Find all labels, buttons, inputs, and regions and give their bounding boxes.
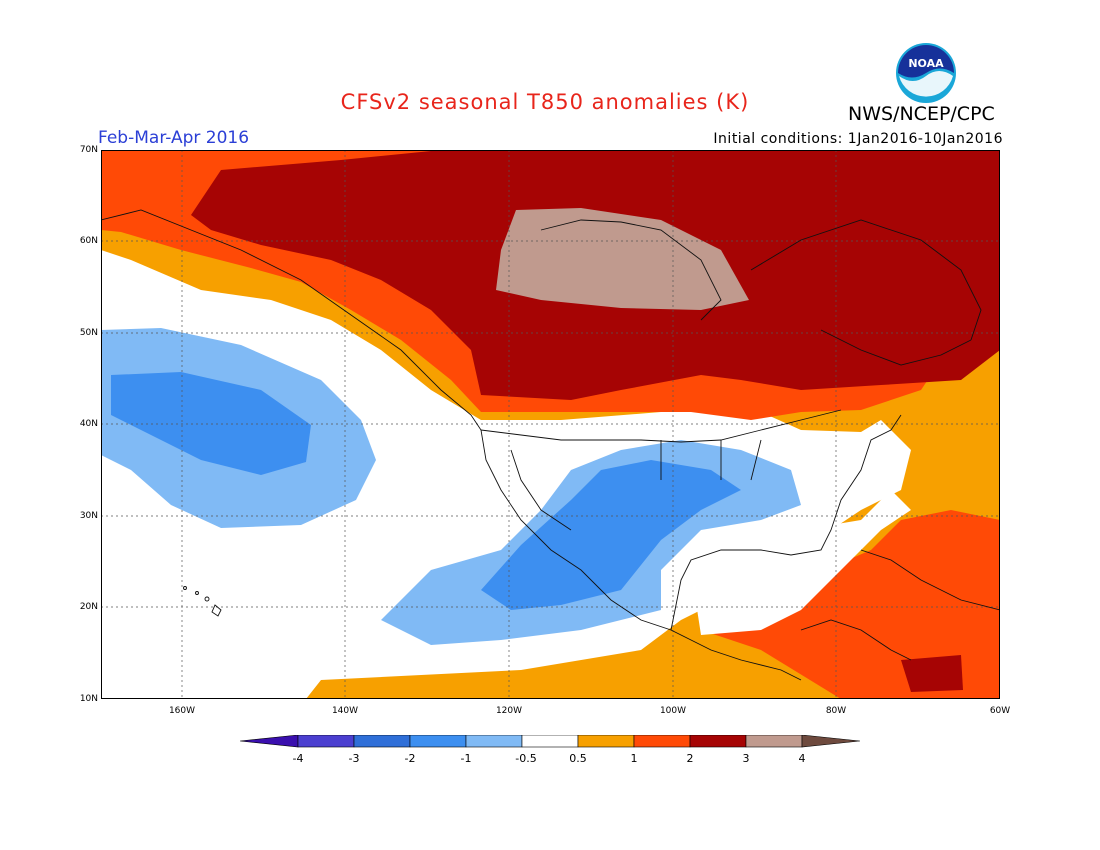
colorbar-label-pos2: 2 [686, 752, 694, 765]
colorbar-seg-pos3 [745, 734, 803, 748]
agency-label: NWS/NCEP/CPC [848, 103, 995, 125]
anomaly-map [101, 150, 1000, 699]
lon-label-140w: 140W [331, 706, 359, 716]
colorbar-label-neg05: -0.5 [515, 752, 537, 765]
colorbar-max-arrow [801, 734, 861, 748]
colorbar-seg-pos1 [633, 734, 691, 748]
map-gridlines [101, 150, 1000, 699]
colorbar-label-pos3: 3 [742, 752, 750, 765]
lat-label-60: 60N [79, 236, 98, 246]
colorbar-label-neg2: -2 [404, 752, 416, 765]
lon-label-120w: 120W [495, 706, 523, 716]
coastlines [101, 209, 1000, 681]
lat-label-50: 50N [79, 328, 98, 338]
colorbar-label-neg4: -4 [292, 752, 304, 765]
neutral-gulf [691, 490, 911, 635]
cool-region-1-pacific [111, 372, 311, 475]
colorbar-seg-neg2 [353, 734, 411, 748]
colorbar-seg-neg1 [409, 734, 467, 748]
cool-region-1-mexico [481, 460, 741, 610]
warm-region-1-south [701, 510, 1000, 699]
warm-region-2-south [901, 655, 963, 692]
forecast-period: Feb-Mar-Apr 2016 [98, 128, 250, 148]
colorbar-label-neg1: -1 [460, 752, 472, 765]
colorbar-seg-pos05 [577, 734, 635, 748]
warm-region-3 [496, 208, 749, 310]
map-border [101, 150, 1000, 699]
chart-title: CFSv2 seasonal T850 anomalies (K) [340, 90, 750, 114]
lat-label-30: 30N [79, 511, 98, 521]
colorbar-seg-pos2 [689, 734, 747, 748]
initial-conditions: Initial conditions: 1Jan2016-10Jan2016 [713, 131, 1003, 147]
lon-label-80w: 80W [825, 706, 847, 716]
lat-label-70: 70N [79, 145, 98, 155]
colorbar-label-pos1: 1 [630, 752, 638, 765]
lat-label-20: 20N [79, 602, 98, 612]
lon-label-60w: 60W [989, 706, 1011, 716]
noaa-logo: NOAA [895, 42, 957, 104]
lat-label-40: 40N [79, 419, 98, 429]
lon-label-100w: 100W [659, 706, 687, 716]
colorbar-min-arrow [239, 734, 299, 748]
colorbar-label-pos4: 4 [798, 752, 806, 765]
colorbar-label-neg3: -3 [348, 752, 360, 765]
hawaii-islands [183, 586, 222, 617]
colorbar-label-pos05: 0.5 [569, 752, 587, 765]
colorbar-seg-neg05 [465, 734, 523, 748]
lon-label-160w: 160W [168, 706, 196, 716]
colorbar-seg-neg3 [297, 734, 355, 748]
lat-label-10: 10N [79, 694, 98, 704]
color-scale-bar [239, 734, 862, 755]
logo-text: NOAA [908, 57, 944, 70]
colorbar-seg-neutral [521, 734, 579, 748]
